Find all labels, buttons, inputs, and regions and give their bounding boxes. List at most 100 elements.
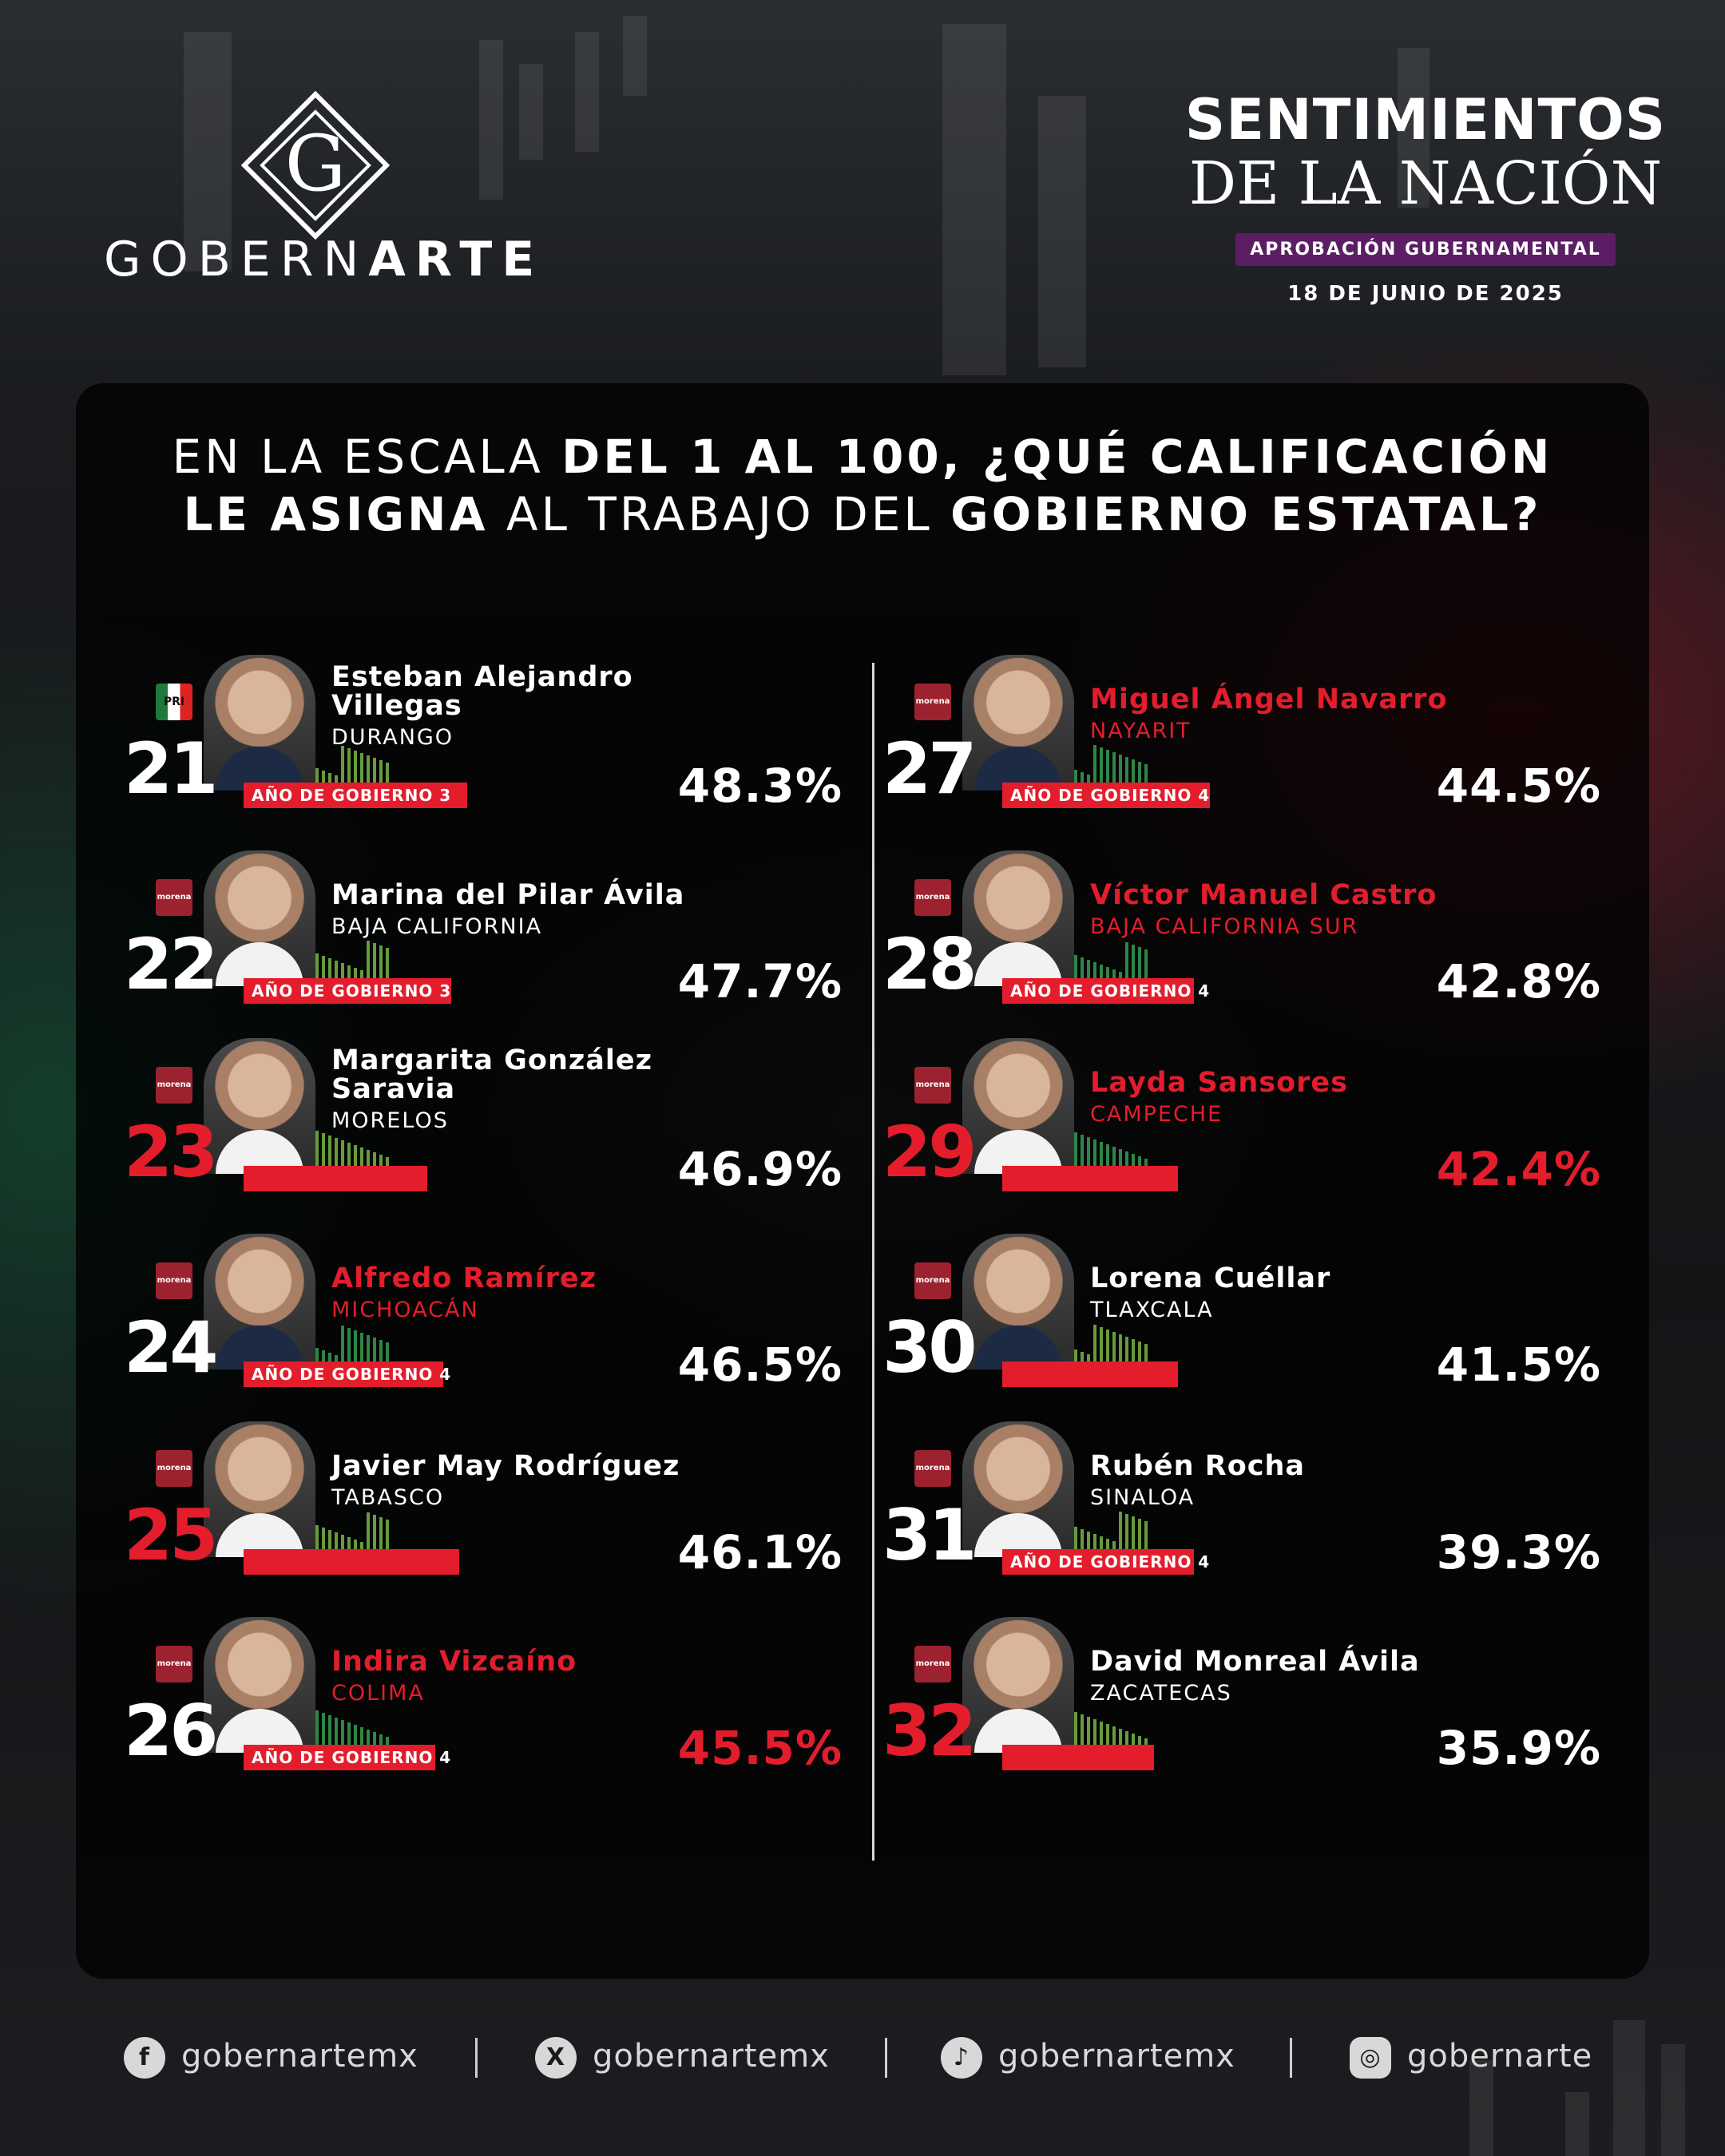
governor-photo <box>204 655 315 791</box>
facebook-icon: f <box>124 2037 165 2079</box>
social-facebook[interactable]: f gobernartemx <box>124 2028 418 2084</box>
rank-number: 21 <box>124 727 218 810</box>
state-name: MORELOS <box>331 1108 449 1133</box>
ranking-entry: morena 29 Layda Sansores CAMPECHE 42.4% <box>882 1038 1601 1198</box>
state-name: MICHOACÁN <box>331 1298 479 1322</box>
instagram-icon: ◎ <box>1350 2037 1391 2079</box>
term-label: AÑO DE GOBIERNO 4 <box>1010 981 1211 1001</box>
governor-photo <box>204 1038 315 1174</box>
rank-number: 28 <box>882 923 977 1005</box>
rank-bar <box>244 783 467 808</box>
governor-photo <box>962 1617 1074 1753</box>
rank-number: 30 <box>882 1306 977 1389</box>
subtitle-badge: APROBACIÓN GUBERNAMENTAL <box>1235 233 1616 266</box>
ranking-entry: morena AÑO DE GOBIERNO 4 26 Indira Vizcaíno… <box>124 1617 843 1777</box>
party-logo: morena <box>914 1262 951 1299</box>
rank-bar <box>1002 1745 1154 1770</box>
rank-number: 27 <box>882 727 977 810</box>
rank-number: 25 <box>124 1494 218 1576</box>
governor-name: Javier May Rodríguez <box>331 1450 680 1482</box>
rank-bar <box>1002 1166 1178 1191</box>
approval-percentage: 35.9% <box>1436 1721 1601 1775</box>
governor-name: Indira Vizcaíno <box>331 1646 577 1678</box>
state-name: CAMPECHE <box>1090 1102 1223 1127</box>
rank-number: 22 <box>124 923 218 1005</box>
social-instagram[interactable]: ◎ gobernarte <box>1350 2028 1592 2084</box>
footer-separator <box>885 2038 887 2078</box>
governor-photo <box>204 850 315 986</box>
approval-percentage: 47.7% <box>677 954 843 1009</box>
governor-photo <box>204 1234 315 1369</box>
ranking-entry: morena 32 David Monreal Ávila ZACATECAS 35.9… <box>882 1617 1601 1777</box>
term-label: AÑO DE GOBIERNO 4 <box>252 1365 452 1384</box>
rank-bar <box>244 978 451 1004</box>
governor-photo <box>962 850 1074 986</box>
social-tiktok[interactable]: ♪ gobernartemx <box>941 2028 1235 2084</box>
ranking-entry: morena 25 Javier May Rodríguez TABASCO 46.1% <box>124 1421 843 1581</box>
governor-name: Alfredo Ramírez <box>331 1262 597 1294</box>
approval-percentage: 45.5% <box>677 1721 843 1775</box>
approval-percentage: 41.5% <box>1436 1338 1601 1392</box>
rank-bar <box>1002 978 1194 1004</box>
governor-name: Miguel Ángel Navarro <box>1090 684 1448 715</box>
ranking-panel: EN LA ESCALA DEL 1 AL 100, ¿QUÉ CALIFICA… <box>76 383 1649 1979</box>
state-name: NAYARIT <box>1090 719 1192 743</box>
party-logo: morena <box>156 1262 192 1299</box>
governor-name: Marina del Pilar Ávila <box>331 879 685 911</box>
term-label: AÑO DE GOBIERNO 3 <box>252 786 452 805</box>
ranking-entry: morena 30 Lorena Cuéllar TLAXCALA 41.5% <box>882 1234 1601 1393</box>
logo-letter: G <box>284 119 347 208</box>
ranking-entry: morena AÑO DE GOBIERNO 4 27 Miguel Ángel Na… <box>882 655 1601 814</box>
header-date: 18 DE JUNIO DE 2025 <box>1287 282 1564 306</box>
rank-bar <box>1002 783 1210 808</box>
party-logo: morena <box>156 1646 192 1682</box>
state-name: TLAXCALA <box>1090 1298 1214 1322</box>
party-logo: morena <box>914 1067 951 1104</box>
governor-name: Margarita González Saravia <box>331 1044 652 1105</box>
governor-name: Lorena Cuéllar <box>1090 1262 1331 1294</box>
term-label: AÑO DE GOBIERNO 4 <box>1010 1552 1211 1571</box>
governor-photo <box>204 1617 315 1753</box>
governor-photo <box>962 1234 1074 1369</box>
approval-percentage: 39.3% <box>1436 1525 1601 1579</box>
governor-name: Layda Sansores <box>1090 1067 1348 1099</box>
governor-name: David Monreal Ávila <box>1090 1646 1420 1678</box>
ranking-entry: morena 23 Margarita González Saravia MORELO… <box>124 1038 843 1198</box>
party-logo: morena <box>156 1450 192 1487</box>
governor-name: Rubén Rocha <box>1090 1450 1306 1482</box>
governor-photo <box>962 1421 1074 1557</box>
ranking-entry: morena AÑO DE GOBIERNO 3 22 Marina del Pila… <box>124 850 843 1010</box>
approval-percentage: 48.3% <box>677 759 843 813</box>
governor-name: Esteban Alejandro Villegas <box>331 661 633 722</box>
party-logo: morena <box>914 684 951 720</box>
approval-percentage: 42.4% <box>1436 1142 1601 1196</box>
party-logo: morena <box>914 879 951 916</box>
approval-percentage: 46.5% <box>677 1338 843 1392</box>
header-title-block: SENTIMIENTOS DE LA NACIÓN APROBACIÓN GUB… <box>1182 88 1669 306</box>
approval-percentage: 46.1% <box>677 1525 843 1579</box>
ranking-entry: morena AÑO DE GOBIERNO 4 24 Alfredo Ramírez… <box>124 1234 843 1393</box>
rank-bar <box>1002 1549 1194 1575</box>
state-name: BAJA CALIFORNIA <box>331 914 543 939</box>
approval-percentage: 42.8% <box>1436 954 1601 1009</box>
footer-separator <box>475 2038 478 2078</box>
approval-percentage: 44.5% <box>1436 759 1601 813</box>
approval-percentage: 46.9% <box>677 1142 843 1196</box>
rank-bar <box>244 1549 459 1575</box>
gobernarte-logo: G GOBERNARTE <box>104 89 535 289</box>
state-name: SINALOA <box>1090 1485 1196 1510</box>
term-label: AÑO DE GOBIERNO 4 <box>1010 786 1211 805</box>
survey-question: EN LA ESCALA DEL 1 AL 100, ¿QUÉ CALIFICA… <box>172 430 1553 541</box>
ranking-entry: PRI AÑO DE GOBIERNO 3 21 Esteban Alejandro … <box>124 655 843 814</box>
logo-wordmark: GOBERNARTE <box>104 232 545 287</box>
header-title-line2: DE LA NACIÓN <box>1188 149 1663 218</box>
party-logo: morena <box>914 1450 951 1487</box>
party-logo: morena <box>156 1067 192 1104</box>
state-name: DURANGO <box>331 725 454 750</box>
rank-number: 23 <box>124 1111 218 1193</box>
governor-photo <box>962 1038 1074 1174</box>
term-label: AÑO DE GOBIERNO 3 <box>252 981 452 1001</box>
tiktok-icon: ♪ <box>941 2037 982 2079</box>
